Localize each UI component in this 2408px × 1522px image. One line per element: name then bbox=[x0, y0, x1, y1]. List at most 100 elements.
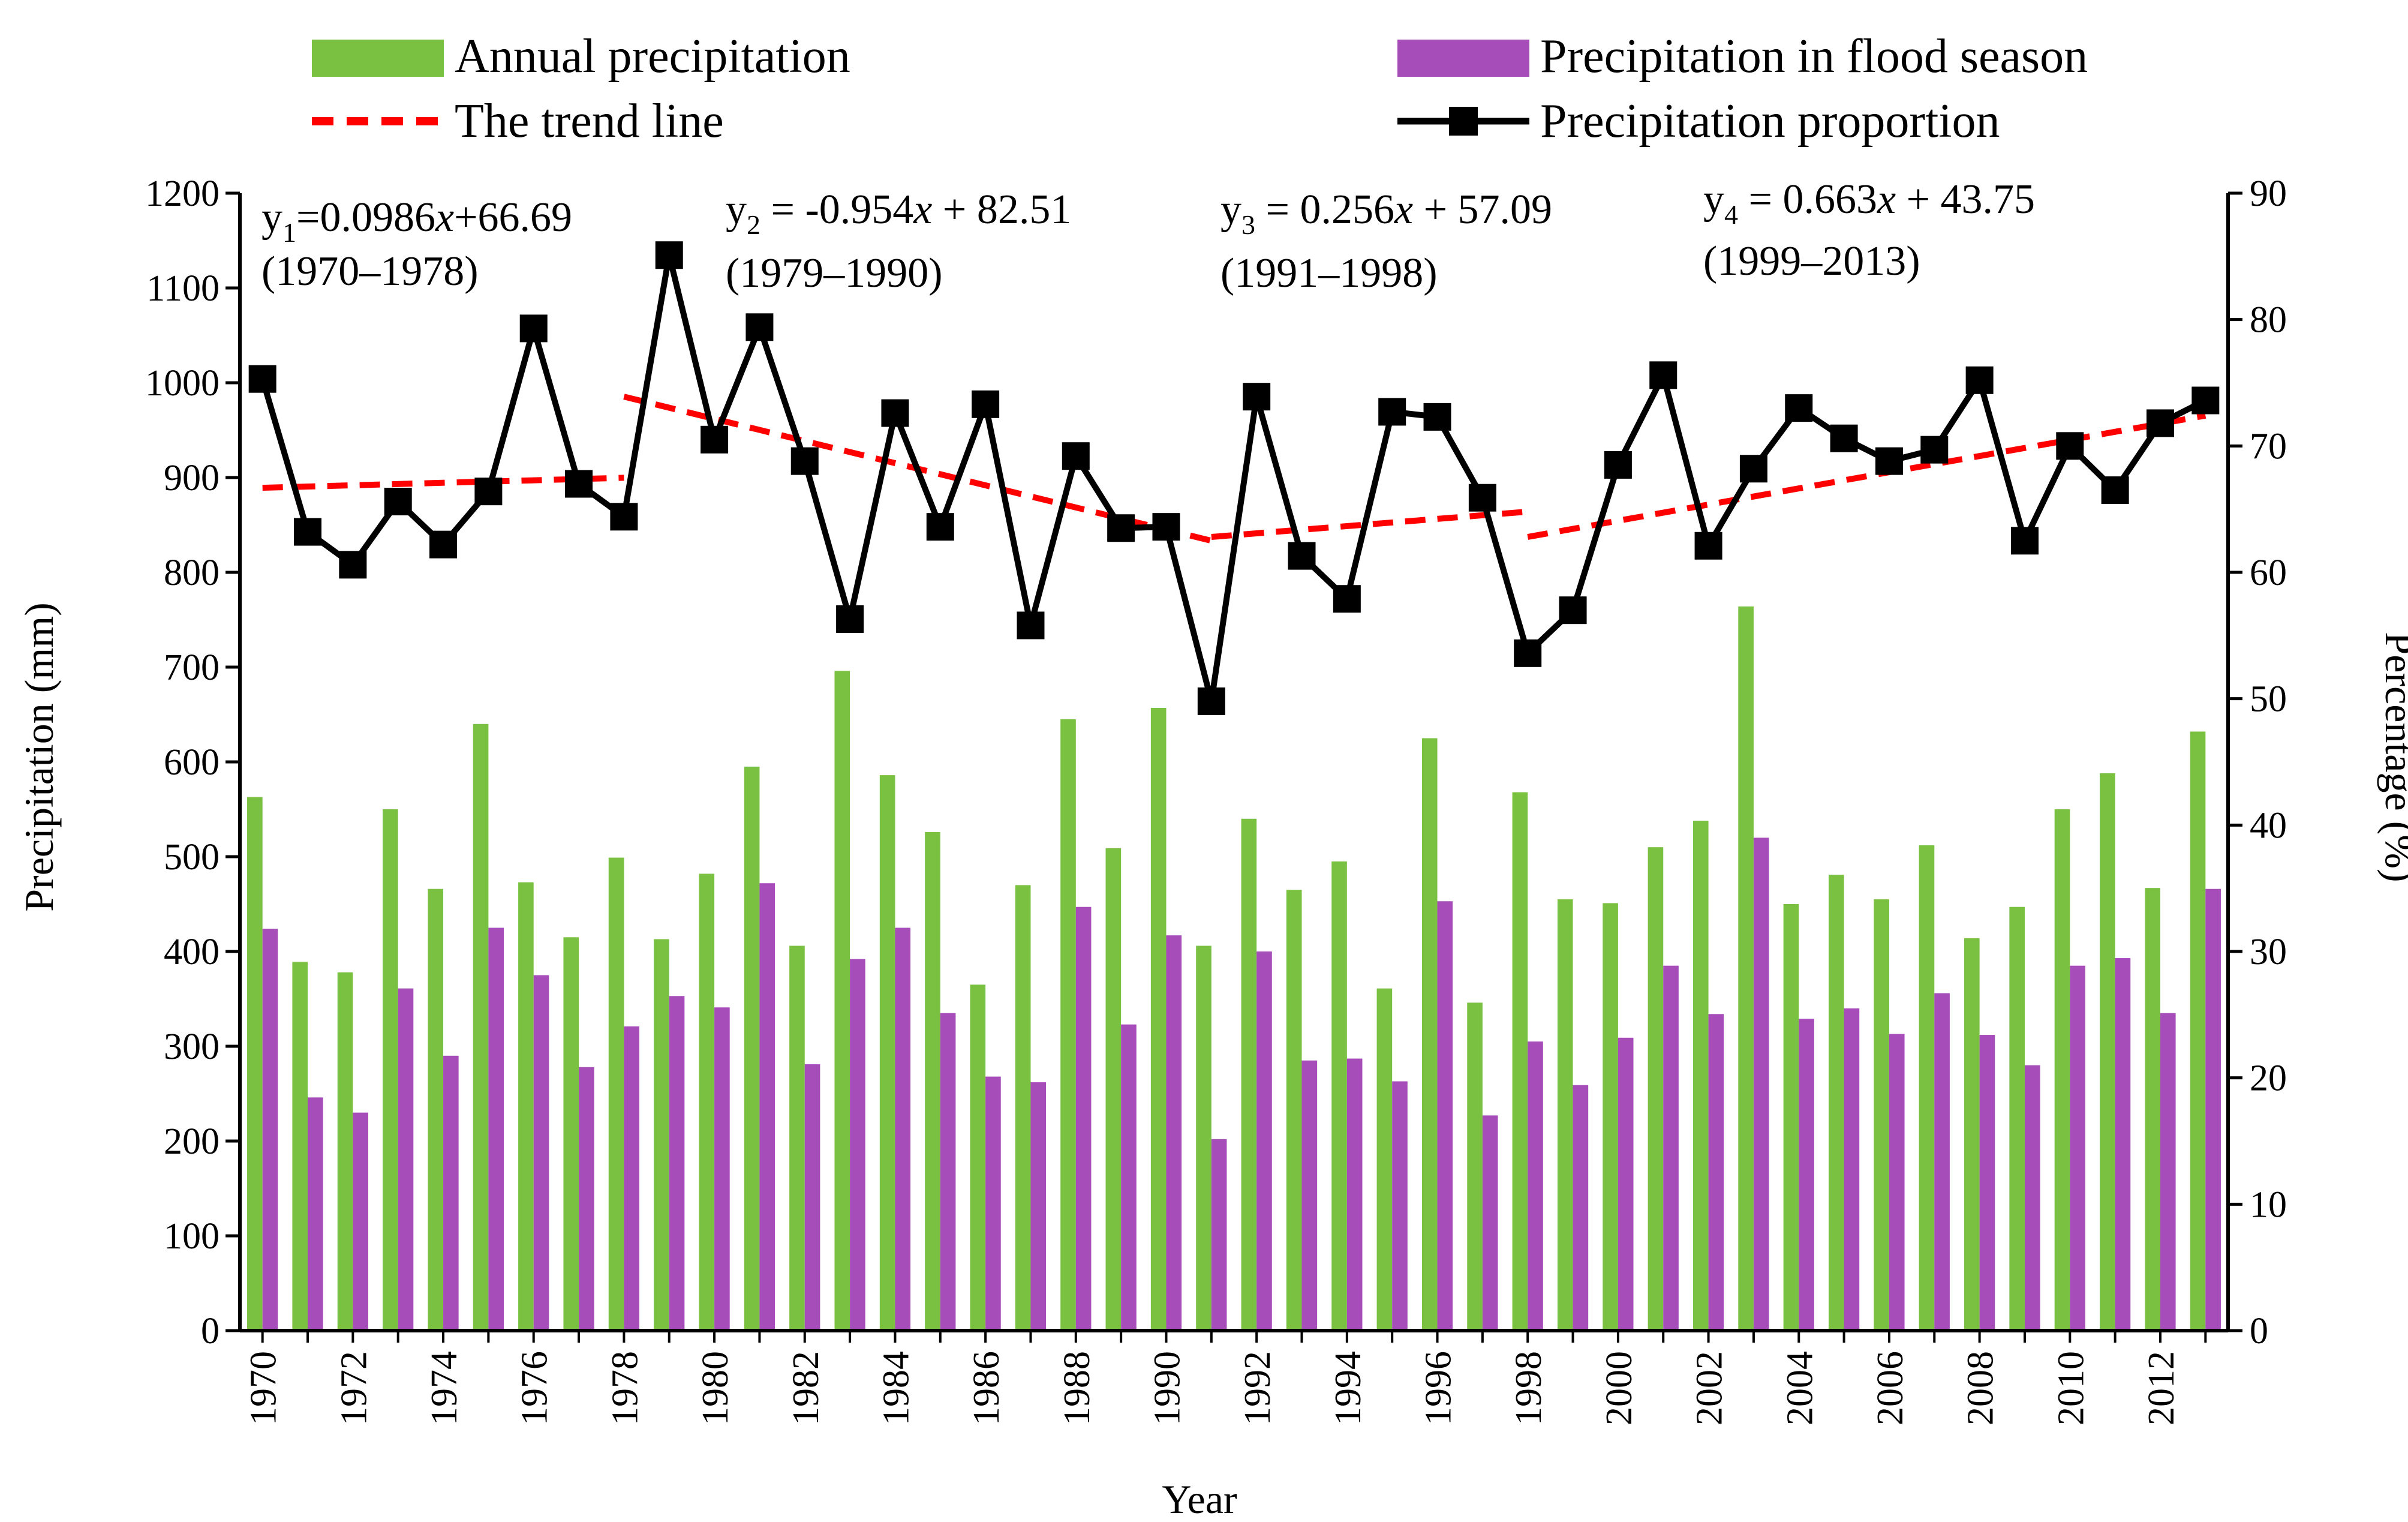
proportion-marker-1989 bbox=[1107, 514, 1135, 542]
bar-annual-2013 bbox=[2190, 731, 2206, 1331]
x-tick-label-1970: 1970 bbox=[243, 1351, 284, 1425]
proportion-marker-2004 bbox=[1785, 394, 1813, 422]
bar-flood-1970 bbox=[262, 929, 278, 1331]
proportion-marker-1972 bbox=[339, 551, 367, 579]
proportion-marker-2002 bbox=[1694, 532, 1722, 560]
bar-flood-2012 bbox=[2160, 1013, 2176, 1331]
bar-annual-1985 bbox=[925, 831, 940, 1331]
proportion-marker-1990 bbox=[1152, 513, 1180, 541]
bar-flood-1978 bbox=[624, 1026, 640, 1331]
proportion-marker-2009 bbox=[2010, 527, 2039, 555]
x-tick-label-2004: 2004 bbox=[1779, 1351, 1820, 1425]
bar-flood-2007 bbox=[1934, 993, 1950, 1331]
proportion-marker-1973 bbox=[384, 488, 412, 516]
y-tick-label-600: 600 bbox=[164, 742, 220, 783]
legend: Annual precipitation Precipitation in fl… bbox=[312, 30, 2088, 148]
bar-annual-1970 bbox=[247, 797, 263, 1331]
bar-flood-1985 bbox=[940, 1013, 956, 1331]
bar-annual-1990 bbox=[1150, 707, 1167, 1331]
proportion-marker-1993 bbox=[1288, 542, 1316, 570]
x-tick-label-1976: 1976 bbox=[515, 1351, 555, 1425]
proportion-marker-1982 bbox=[790, 447, 819, 475]
legend-label-flood: Precipitation in flood season bbox=[1540, 30, 2088, 83]
bar-flood-1980 bbox=[714, 1007, 730, 1331]
bar-annual-1981 bbox=[744, 766, 760, 1331]
x-tick-label-1980: 1980 bbox=[695, 1351, 736, 1425]
bar-flood-1986 bbox=[985, 1076, 1001, 1331]
bar-annual-1993 bbox=[1286, 890, 1302, 1331]
y-tick-label-0: 0 bbox=[201, 1311, 220, 1352]
bar-annual-2003 bbox=[1738, 606, 1754, 1331]
bar-annual-2012 bbox=[2145, 888, 2160, 1331]
bar-annual-1980 bbox=[699, 873, 715, 1331]
bar-flood-1972 bbox=[353, 1112, 368, 1331]
bar-flood-2002 bbox=[1708, 1014, 1724, 1331]
bar-annual-1997 bbox=[1467, 1002, 1483, 1331]
bar-flood-1973 bbox=[398, 988, 414, 1331]
proportion-marker-1979 bbox=[655, 241, 683, 269]
proportion-marker-1983 bbox=[836, 605, 864, 633]
proportion-layer bbox=[248, 241, 2220, 715]
bar-annual-1984 bbox=[879, 775, 895, 1331]
bar-annual-2009 bbox=[2009, 906, 2025, 1331]
y-tick-label-1200: 1200 bbox=[145, 173, 220, 214]
bar-flood-1998 bbox=[1528, 1041, 1543, 1331]
bars-layer bbox=[247, 606, 2221, 1331]
bar-flood-1971 bbox=[308, 1097, 323, 1331]
proportion-marker-1976 bbox=[519, 314, 548, 343]
bar-flood-1996 bbox=[1437, 901, 1453, 1331]
y-axis-title: Precipitation (mm) bbox=[16, 602, 62, 912]
bar-annual-1971 bbox=[292, 962, 308, 1331]
proportion-marker-1971 bbox=[294, 518, 322, 546]
x-tick-label-1998: 1998 bbox=[1508, 1351, 1549, 1425]
x-tick-label-1978: 1978 bbox=[605, 1351, 645, 1425]
bar-flood-1987 bbox=[1030, 1082, 1047, 1331]
proportion-marker-1991 bbox=[1197, 687, 1225, 715]
bar-annual-1995 bbox=[1376, 988, 1393, 1331]
y2-tick-label-90: 90 bbox=[2250, 173, 2287, 214]
bar-flood-1997 bbox=[1482, 1115, 1498, 1331]
trend-layer bbox=[262, 394, 2206, 544]
legend-swatch-flood bbox=[1397, 40, 1529, 77]
bar-annual-2007 bbox=[1919, 845, 1935, 1331]
y-tick-label-300: 300 bbox=[164, 1026, 220, 1067]
proportion-marker-1992 bbox=[1243, 383, 1271, 411]
bar-flood-2000 bbox=[1618, 1037, 1634, 1331]
x-tick-label-1994: 1994 bbox=[1328, 1351, 1369, 1425]
trend-segment-4 bbox=[1527, 412, 2206, 540]
bar-flood-1977 bbox=[579, 1067, 594, 1331]
bar-flood-2005 bbox=[1844, 1008, 1860, 1331]
proportion-marker-2008 bbox=[1965, 366, 1994, 394]
bar-annual-2000 bbox=[1603, 903, 1618, 1331]
bar-annual-1972 bbox=[337, 972, 353, 1331]
x-tick-label-2010: 2010 bbox=[2051, 1351, 2091, 1425]
proportion-marker-1994 bbox=[1333, 585, 1361, 613]
bar-flood-1979 bbox=[669, 996, 685, 1331]
bar-annual-1998 bbox=[1512, 792, 1528, 1331]
bar-annual-2001 bbox=[1648, 847, 1664, 1331]
x-tick-label-1992: 1992 bbox=[1237, 1351, 1278, 1425]
x-tick-label-2012: 2012 bbox=[2141, 1351, 2182, 1425]
bar-annual-2008 bbox=[1964, 938, 1980, 1331]
bar-flood-1984 bbox=[895, 927, 911, 1331]
bar-annual-1999 bbox=[1557, 899, 1573, 1331]
bar-flood-1995 bbox=[1392, 1081, 1408, 1331]
proportion-marker-1978 bbox=[610, 503, 638, 531]
bar-annual-1982 bbox=[789, 945, 805, 1331]
proportion-marker-1981 bbox=[745, 313, 774, 341]
bar-flood-2001 bbox=[1663, 965, 1679, 1331]
proportion-marker-1997 bbox=[1468, 484, 1496, 512]
bar-flood-1981 bbox=[759, 883, 775, 1331]
bar-flood-1993 bbox=[1301, 1060, 1318, 1331]
proportion-marker-1988 bbox=[1062, 442, 1090, 470]
x-tick-label-2002: 2002 bbox=[1689, 1351, 1730, 1425]
bar-flood-1992 bbox=[1256, 951, 1272, 1331]
proportion-marker-2013 bbox=[2191, 386, 2220, 415]
bar-annual-1977 bbox=[563, 937, 579, 1331]
bar-annual-1974 bbox=[428, 888, 444, 1331]
bar-flood-1974 bbox=[443, 1055, 459, 1331]
proportion-marker-1995 bbox=[1378, 398, 1406, 426]
y-tick-label-500: 500 bbox=[164, 837, 220, 878]
bar-annual-1978 bbox=[608, 857, 624, 1331]
